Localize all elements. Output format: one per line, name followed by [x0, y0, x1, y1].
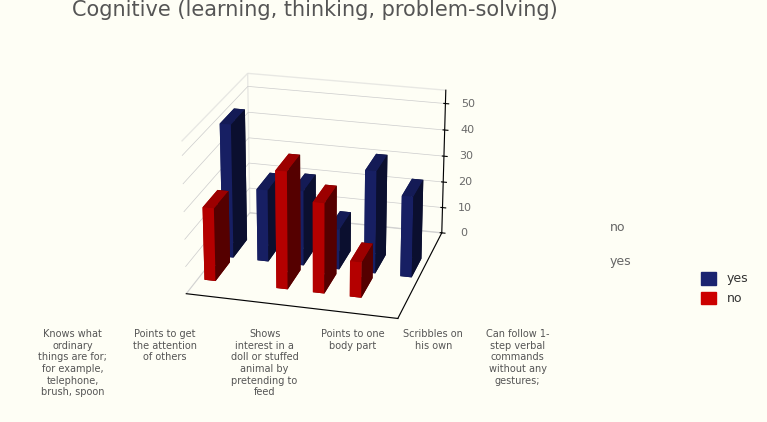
- Title: Cognitive (learning, thinking, problem-solving): Cognitive (learning, thinking, problem-s…: [71, 0, 558, 20]
- Text: Scribbles on
his own: Scribbles on his own: [403, 329, 463, 351]
- Text: Shows
interest in a
doll or stuffed
animal by
pretending to
feed: Shows interest in a doll or stuffed anim…: [231, 329, 298, 397]
- Text: no: no: [610, 222, 625, 234]
- Text: Points to get
the attention
of others: Points to get the attention of others: [133, 329, 197, 362]
- Legend: yes, no: yes, no: [696, 267, 753, 310]
- Text: Can follow 1-
step verbal
commands
without any
gestures;: Can follow 1- step verbal commands witho…: [486, 329, 549, 386]
- Text: yes: yes: [610, 255, 631, 268]
- Text: Knows what
ordinary
things are for;
for example,
telephone,
brush, spoon: Knows what ordinary things are for; for …: [38, 329, 107, 397]
- Text: Points to one
body part: Points to one body part: [321, 329, 384, 351]
